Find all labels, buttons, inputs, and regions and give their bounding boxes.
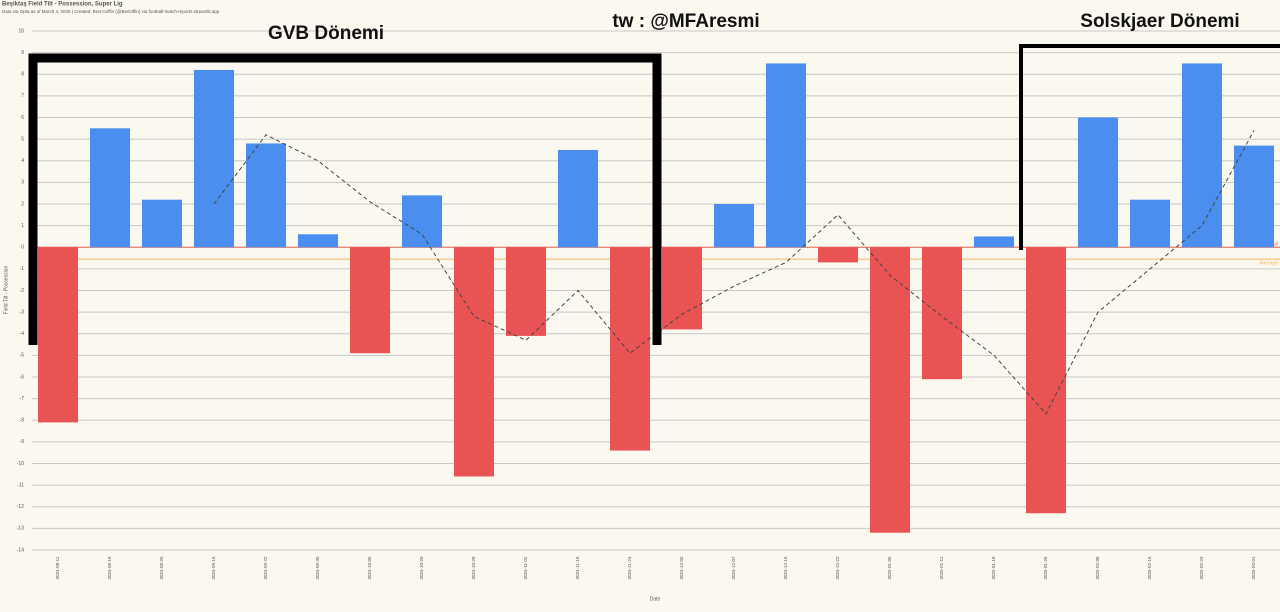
y-tick-label: 1 <box>21 223 24 229</box>
bar <box>89 128 131 248</box>
y-tick-label: -5 <box>20 353 25 359</box>
chart-title: Beşiktaş Field Tilt - Possession, Super … <box>2 2 123 8</box>
bar <box>245 143 287 248</box>
solskjaer-box <box>1019 44 1280 250</box>
x-tick-label: 2025-02-23 <box>1199 556 1204 580</box>
bar <box>973 236 1015 248</box>
x-tick-label: 2024-11-24 <box>627 556 632 579</box>
x-tick-label: 2024-08-18 <box>107 556 112 580</box>
y-tick-label: -14 <box>17 547 24 553</box>
bar <box>765 63 807 248</box>
bar <box>349 247 391 354</box>
y-tick-label: 2 <box>21 201 24 207</box>
x-tick-label: 2025-01-18 <box>991 556 996 580</box>
x-tick-label: 2024-08-11 <box>55 556 60 579</box>
x-tick-label: 2024-09-22 <box>263 556 268 580</box>
bar <box>921 247 963 380</box>
x-tick-label: 2024-12-02 <box>679 556 684 580</box>
x-tick-label: 2025-03-01 <box>1251 556 1256 580</box>
y-tick-label: -10 <box>17 461 24 467</box>
y-tick-label: 4 <box>21 158 24 164</box>
bar <box>141 199 183 248</box>
x-tick-label: 2024-10-20 <box>419 556 424 580</box>
x-tick-label: 2025-02-08 <box>1095 556 1100 580</box>
plot-area: 109876543210-1-2-3-4-5-6-7-8-9-10-11-12-… <box>17 28 1280 580</box>
y-tick-label: -8 <box>20 418 25 424</box>
y-tick-label: 9 <box>21 50 24 56</box>
annotation: GVB Dönemi <box>268 23 384 44</box>
bar <box>713 204 755 248</box>
x-tick-label: 2025-01-26 <box>1043 556 1048 580</box>
x-tick-label: 2024-11-10 <box>575 556 580 579</box>
x-axis-label: Date <box>650 596 661 602</box>
bar <box>505 247 547 336</box>
y-tick-label: -1 <box>20 266 25 272</box>
bar <box>869 247 911 533</box>
bar <box>609 247 651 451</box>
y-tick-label: -9 <box>20 439 25 445</box>
y-tick-label: -11 <box>17 482 24 488</box>
rolling-line <box>213 130 1255 415</box>
y-tick-label: 8 <box>21 72 24 78</box>
bar <box>1233 145 1275 248</box>
x-tick-label: 2024-11-02 <box>523 556 528 579</box>
y-tick-label: -7 <box>20 396 25 402</box>
bar <box>453 247 495 477</box>
annotation: Solskjaer Dönemi <box>1080 11 1239 32</box>
y-tick-label: 6 <box>21 115 24 121</box>
y-tick-label: -12 <box>17 504 24 510</box>
x-tick-label: 2025-01-05 <box>887 556 892 580</box>
y-tick-label: 5 <box>21 136 24 142</box>
x-tick-label: 2024-09-15 <box>211 556 216 580</box>
bar <box>661 247 703 330</box>
x-tick-label: 2024-12-16 <box>783 556 788 580</box>
x-tick-label: 2025-01-11 <box>939 556 944 579</box>
x-tick-label: 2025-02-15 <box>1147 556 1152 580</box>
y-tick-label: -13 <box>17 526 24 532</box>
bar <box>1025 247 1067 514</box>
y-tick-label: -6 <box>20 374 25 380</box>
bar <box>193 69 235 248</box>
bar <box>1129 199 1171 248</box>
y-axis-label: Field Tilt - Possession <box>3 265 9 314</box>
bar <box>37 247 79 423</box>
x-tick-label: 2024-08-25 <box>159 556 164 580</box>
x-tick-label: 2024-12-07 <box>731 556 736 580</box>
y-tick-label: -4 <box>20 331 25 337</box>
y-tick-label: 0 <box>21 245 24 251</box>
chart-subtitle: Data via Opta as of March 4, 2025 | Crea… <box>2 9 220 14</box>
bar <box>817 247 859 263</box>
y-tick-label: 3 <box>21 180 24 186</box>
annotation: tw : @MFAresmi <box>612 11 759 32</box>
x-tick-label: 2024-09-30 <box>315 556 320 580</box>
gvb-box <box>28 53 662 345</box>
bar <box>1077 117 1119 248</box>
reference-label: Average <box>1259 260 1278 266</box>
bar <box>1181 63 1223 248</box>
y-tick-label: 10 <box>18 28 24 34</box>
y-tick-label: -3 <box>20 309 25 315</box>
bar <box>557 149 599 248</box>
y-tick-label: 7 <box>21 93 24 99</box>
bar <box>401 195 443 248</box>
y-tick-label: -2 <box>20 288 25 294</box>
overlay: GVB Dönemi tw : @MFAresmi Solskjaer Döne… <box>28 11 1280 345</box>
x-tick-label: 2024-10-28 <box>471 556 476 580</box>
x-tick-label: 2024-12-22 <box>835 556 840 580</box>
bar <box>297 234 339 248</box>
x-tick-label: 2024-10-05 <box>367 556 372 580</box>
